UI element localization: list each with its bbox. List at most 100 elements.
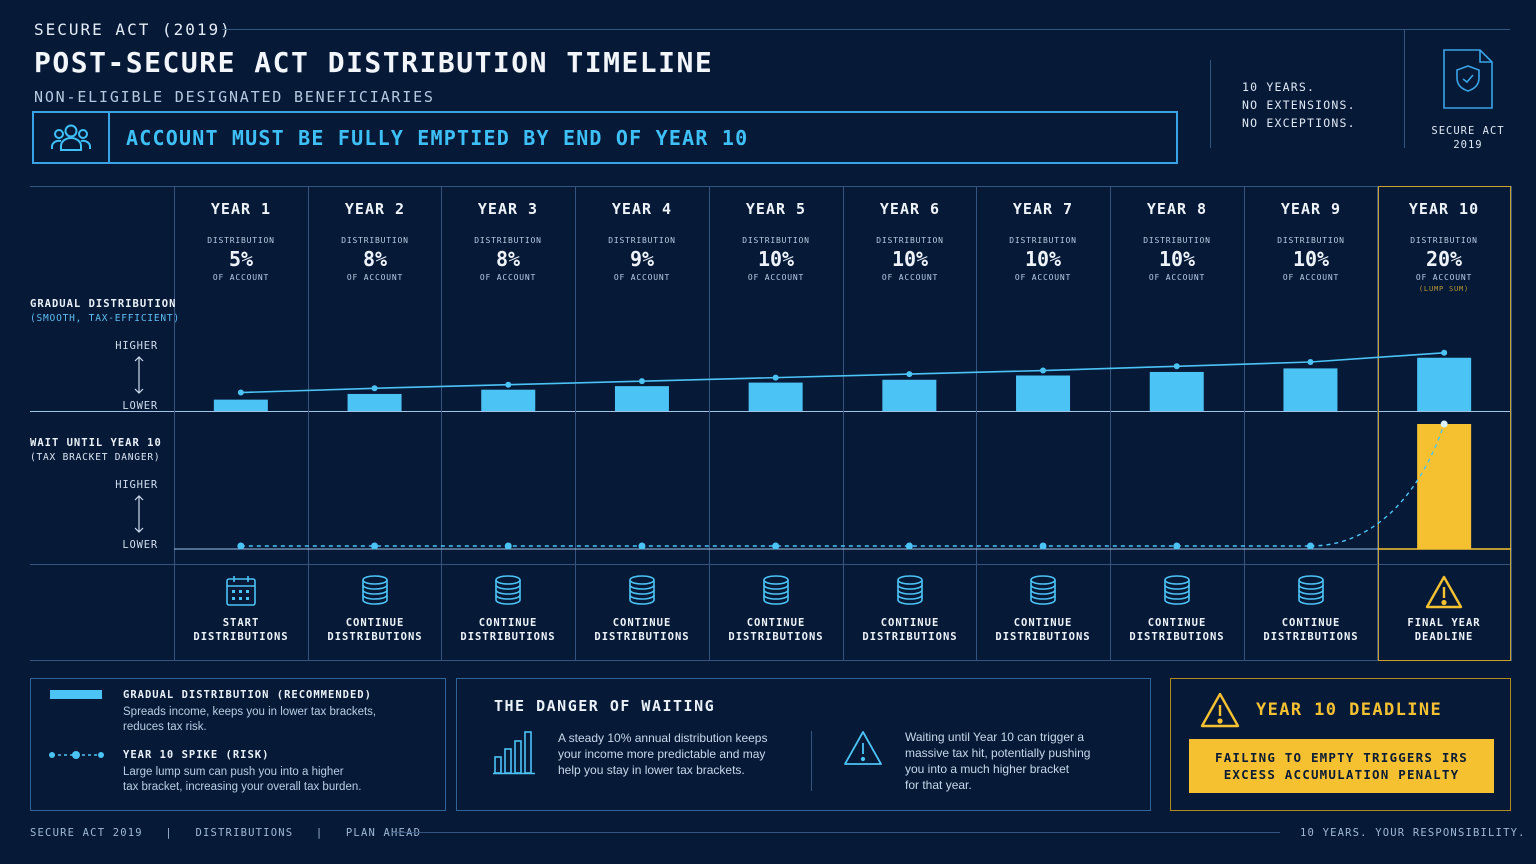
action-line: DISTRIBUTIONS (995, 631, 1091, 643)
year-label: YEAR 4 (611, 200, 673, 218)
year-label: YEAR 9 (1280, 200, 1342, 218)
gradual-point (906, 371, 913, 378)
year-label: YEAR 2 (344, 200, 406, 218)
deadline-title: YEAR 10 DEADLINE (1256, 700, 1443, 720)
text-line: for that year. (905, 778, 972, 792)
grid-line (1511, 186, 1512, 661)
deadline-panel: YEAR 10 DEADLINE FAILING TO EMPTY TRIGGE… (1170, 678, 1511, 811)
action-line: CONTINUE (1147, 617, 1207, 629)
key-notes: 10 YEARS. NO EXTENSIONS. NO EXCEPTIONS. (1242, 78, 1356, 132)
grid-line (30, 660, 1510, 661)
coins-icon (575, 574, 709, 608)
gradual-point (1307, 359, 1314, 366)
of-account-caption: OF ACCOUNT (881, 273, 939, 282)
desc-line: Spreads income, keeps you in lower tax b… (123, 706, 377, 718)
footer-right: 10 YEARS. YOUR RESPONSIBILITY. (1300, 827, 1526, 839)
spike-point (1039, 542, 1047, 550)
action-line: CONTINUE (345, 617, 405, 629)
secure-act-badge: SECURE ACT 2019 (1416, 46, 1520, 152)
final-year-highlight (1378, 186, 1511, 661)
year-label: YEAR 6 (879, 200, 941, 218)
axis-lower-label: LOWER (122, 400, 158, 412)
desc-line: Large lump sum can push you into a highe… (123, 766, 344, 778)
warning-icon (843, 730, 883, 770)
spike-point (371, 542, 379, 550)
action-label: FINAL YEAR DEADLINE (1377, 616, 1511, 644)
spike-point (638, 542, 646, 550)
calendar-icon (174, 574, 308, 608)
action-line: CONTINUE (1013, 617, 1073, 629)
gradual-point (505, 381, 512, 388)
spike-point (1173, 542, 1181, 550)
coins-icon (441, 574, 575, 608)
coins-icon (843, 574, 977, 608)
gradual-bar (882, 379, 937, 411)
text-line: massive tax hit, potentially pushing (905, 746, 1091, 760)
action-line: DISTRIBUTIONS (1263, 631, 1359, 643)
action-label: CONTINUE DISTRIBUTIONS (1110, 616, 1244, 644)
action-line: DISTRIBUTIONS (1129, 631, 1225, 643)
spike-point (504, 542, 512, 550)
distribution-percent: 10% (757, 247, 795, 271)
action-line: START (222, 617, 260, 629)
distribution-caption: DISTRIBUTION (1143, 236, 1211, 245)
gradual-bar (1417, 357, 1472, 411)
page-title: POST-SECURE ACT DISTRIBUTION TIMELINE (34, 46, 714, 79)
divider (222, 29, 1510, 30)
action-line: DISTRIBUTIONS (193, 631, 289, 643)
axis-higher-label: HIGHER (115, 479, 158, 491)
badge-line: 2019 (1453, 139, 1483, 151)
coins-icon (1110, 574, 1244, 608)
action-line: CONTINUE (478, 617, 538, 629)
text-line: you into a much higher bracket (905, 762, 1070, 776)
action-line: CONTINUE (1281, 617, 1341, 629)
note-line: 10 YEARS. (1242, 80, 1316, 94)
year-label: YEAR 8 (1146, 200, 1208, 218)
distribution-caption: DISTRIBUTION (876, 236, 944, 245)
of-account-caption: OF ACCOUNT (1014, 273, 1072, 282)
divider (811, 731, 812, 791)
distribution-caption: DISTRIBUTION (608, 236, 676, 245)
bar-chart-icon (493, 729, 537, 779)
spike-point (1306, 542, 1314, 550)
legend-gradual-title: GRADUAL DISTRIBUTION (RECOMMENDED) (123, 689, 372, 701)
distribution-caption: DISTRIBUTION (207, 236, 275, 245)
gradual-point (638, 378, 645, 385)
text-line: Waiting until Year 10 can trigger a (905, 730, 1084, 744)
coins-icon (709, 574, 843, 608)
gradual-bar (748, 382, 803, 411)
coins-icon (308, 574, 442, 608)
note-line: NO EXTENSIONS. (1242, 98, 1356, 112)
gradual-bar (1283, 368, 1338, 411)
action-line: DISTRIBUTIONS (862, 631, 958, 643)
gradual-bar (481, 389, 536, 411)
danger-left-text: A steady 10% annual distribution keeps y… (558, 730, 767, 778)
year-label: YEAR 3 (477, 200, 539, 218)
gradual-point (371, 385, 378, 392)
legend-spike-title: YEAR 10 SPIKE (RISK) (123, 749, 270, 761)
action-line: CONTINUE (612, 617, 672, 629)
warning-icon (1199, 691, 1241, 733)
spike-row-title: WAIT UNTIL YEAR 10 (30, 437, 162, 449)
of-account-caption: OF ACCOUNT (1282, 273, 1340, 282)
action-label: CONTINUE DISTRIBUTIONS (308, 616, 442, 644)
grid-line (1110, 186, 1111, 661)
action-line: DISTRIBUTIONS (327, 631, 423, 643)
action-line: CONTINUE (746, 617, 806, 629)
page-subtitle: NON-ELIGIBLE DESIGNATED BENEFICIARIES (34, 88, 435, 106)
text-line: help you stay in lower tax brackets. (558, 763, 745, 777)
action-line: DISTRIBUTIONS (594, 631, 690, 643)
document-shield-icon (1443, 49, 1493, 109)
gradual-point (237, 389, 244, 396)
text-line: A steady 10% annual distribution keeps (558, 731, 768, 745)
distribution-caption: DISTRIBUTION (742, 236, 810, 245)
desc-line: reduces tax risk. (123, 721, 207, 733)
axis-lower-label: LOWER (122, 539, 158, 551)
badge-line: SECURE ACT (1431, 125, 1505, 137)
distribution-caption: DISTRIBUTION (1009, 236, 1077, 245)
distribution-caption: DISTRIBUTION (341, 236, 409, 245)
requirement-banner: ACCOUNT MUST BE FULLY EMPTIED BY END OF … (32, 111, 1178, 164)
legend-spike-desc: Large lump sum can push you into a highe… (123, 765, 361, 795)
gradual-bar (614, 386, 669, 411)
action-label: CONTINUE DISTRIBUTIONS (709, 616, 843, 644)
